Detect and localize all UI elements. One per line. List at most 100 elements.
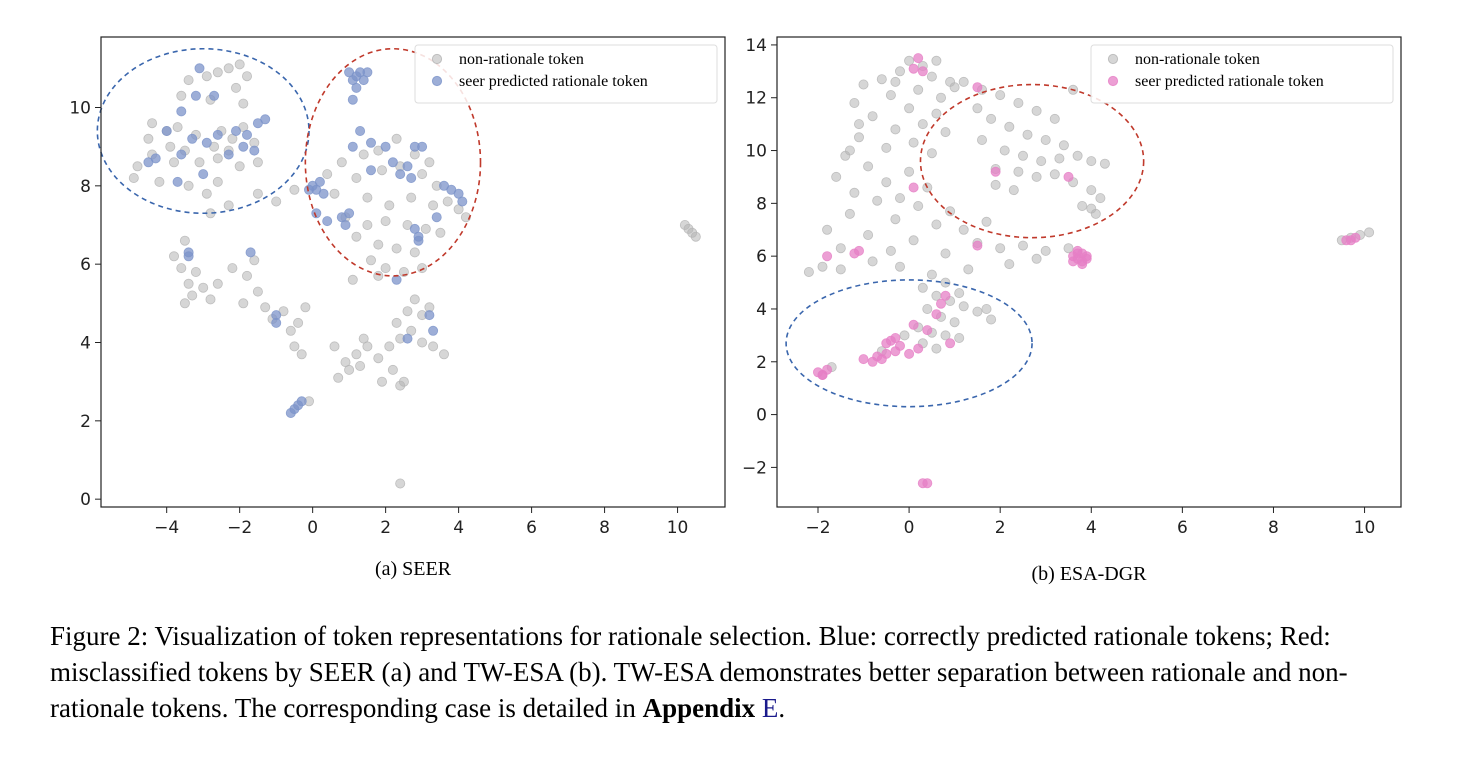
scatter-point-non-rationale <box>863 229 874 240</box>
scatter-point-non-rationale <box>417 169 428 180</box>
legend-box <box>1090 44 1394 104</box>
scatter-point-non-rationale <box>201 71 212 82</box>
scatter-point-non-rationale <box>904 166 915 177</box>
highlight-ellipse <box>96 47 310 215</box>
scatter-point-non-rationale <box>336 157 347 168</box>
scatter-point-non-rationale <box>212 153 223 164</box>
scatter-point-rationale <box>402 161 413 172</box>
scatter-point-non-rationale <box>373 239 384 250</box>
scatter-point-non-rationale <box>252 188 263 199</box>
scatter-point-non-rationale <box>241 71 252 82</box>
scatter-point-rationale <box>1068 256 1079 267</box>
scatter-point-non-rationale <box>1364 227 1375 238</box>
scatter-point-non-rationale <box>931 219 942 230</box>
scatter-point-rationale <box>176 106 187 117</box>
chart-panel-a: −4 −2 0 2 4 6 8 10 0 2 4 6 8 10 non-rationale token see… <box>69 36 726 580</box>
scatter-point-non-rationale <box>179 235 190 246</box>
scatter-point-non-rationale <box>417 337 428 348</box>
scatter-point-rationale <box>1063 171 1074 182</box>
scatter-point-non-rationale <box>362 219 373 230</box>
caption-appendix-ref[interactable]: E <box>755 693 779 723</box>
scatter-point-rationale <box>322 216 333 227</box>
scatter-point-rationale <box>413 235 424 246</box>
scatter-point-non-rationale <box>981 216 992 227</box>
scatter-point-non-rationale <box>1022 129 1033 140</box>
highlight-ellipse <box>304 47 482 277</box>
scatter-point-non-rationale <box>300 302 311 313</box>
scatter-point-rationale <box>990 166 1001 177</box>
scatter-point-rationale <box>908 63 919 74</box>
scatter-point-non-rationale <box>904 55 915 66</box>
scatter-point-rationale <box>314 176 325 187</box>
scatter-point-non-rationale <box>1018 150 1029 161</box>
scatter-point-non-rationale <box>922 303 933 314</box>
scatter-point-non-rationale <box>442 196 453 207</box>
legend-marker <box>1107 53 1119 65</box>
scatter-point-non-rationale <box>154 176 165 187</box>
y-tick-label: 8 <box>756 194 767 214</box>
scatter-point-non-rationale <box>1099 158 1110 169</box>
scatter-point-rationale <box>365 137 376 148</box>
scatter-point-non-rationale <box>329 341 340 352</box>
scatter-point-non-rationale <box>165 141 176 152</box>
scatter-point-non-rationale <box>963 264 974 275</box>
scatter-point-non-rationale <box>128 172 139 183</box>
scatter-point-non-rationale <box>417 263 428 274</box>
scatter-point-non-rationale <box>986 314 997 325</box>
x-tick-label: 6 <box>526 518 537 538</box>
scatter-point-non-rationale <box>890 214 901 225</box>
y-tick-label: −2 <box>742 458 767 478</box>
y-tick-label: 4 <box>756 300 767 320</box>
scatter-point-rationale <box>303 184 314 195</box>
scatter-point-rationale <box>876 354 887 365</box>
scatter-point-non-rationale <box>1040 245 1051 256</box>
legend: non-rationale token seer predicted ration… <box>1090 44 1394 104</box>
scatter-point-non-rationale <box>895 66 906 77</box>
scatter-point-rationale <box>972 82 983 93</box>
scatter-point-non-rationale <box>223 200 234 211</box>
x-tick-label: 4 <box>1086 518 1097 538</box>
scatter-point-non-rationale <box>395 478 406 489</box>
scatter-point-non-rationale <box>1054 153 1065 164</box>
scatter-point-non-rationale <box>1077 200 1088 211</box>
scatter-point-rationale <box>190 90 201 101</box>
scatter-point-non-rationale <box>252 286 263 297</box>
scatter-point-non-rationale <box>917 119 928 130</box>
scatter-point-non-rationale <box>885 245 896 256</box>
scatter-point-non-rationale <box>351 231 362 242</box>
highlight-ellipse <box>785 279 1033 408</box>
y-tick-label: 2 <box>756 353 767 373</box>
scatter-point-non-rationale <box>1031 105 1042 116</box>
scatter-point-rationale <box>402 333 413 344</box>
scatter-point-non-rationale <box>872 195 883 206</box>
figure-caption: Figure 2: Visualization of token represe… <box>50 618 1425 726</box>
scatter-point-non-rationale <box>238 98 249 109</box>
y-tick-label: 10 <box>69 99 91 119</box>
legend-marker <box>431 75 443 87</box>
scatter-point-rationale <box>904 348 915 359</box>
x-tick-label: 0 <box>904 518 915 538</box>
x-tick-label: 0 <box>307 518 318 538</box>
scatter-point-non-rationale <box>945 206 956 217</box>
scatter-point-rationale <box>183 247 194 258</box>
scatter-point-non-rationale <box>1031 253 1042 264</box>
scatter-point-non-rationale <box>355 360 366 371</box>
scatter-point-non-rationale <box>384 200 395 211</box>
scatter-point-rationale <box>161 126 172 137</box>
x-tick-label: −2 <box>805 518 830 538</box>
scatter-point-non-rationale <box>395 380 406 391</box>
scatter-point-non-rationale <box>176 90 187 101</box>
y-tick-label: 0 <box>80 490 91 510</box>
scatter-point-non-rationale <box>904 103 915 114</box>
scatter-point-non-rationale <box>380 263 391 274</box>
scatter-point-non-rationale <box>913 200 924 211</box>
scatter-point-non-rationale <box>849 187 860 198</box>
scatter-point-non-rationale <box>289 184 300 195</box>
scatter-point-rationale <box>917 66 928 77</box>
scatter-point-rationale <box>858 354 869 365</box>
scatter-point-non-rationale <box>913 84 924 95</box>
scatter-point-non-rationale <box>949 317 960 328</box>
scatter-point-rationale <box>972 240 983 251</box>
scatter-point-rationale <box>431 212 442 223</box>
figure-canvas: −4 −2 0 2 4 6 8 10 0 2 4 6 8 10 non-rationale token see… <box>69 36 1402 585</box>
